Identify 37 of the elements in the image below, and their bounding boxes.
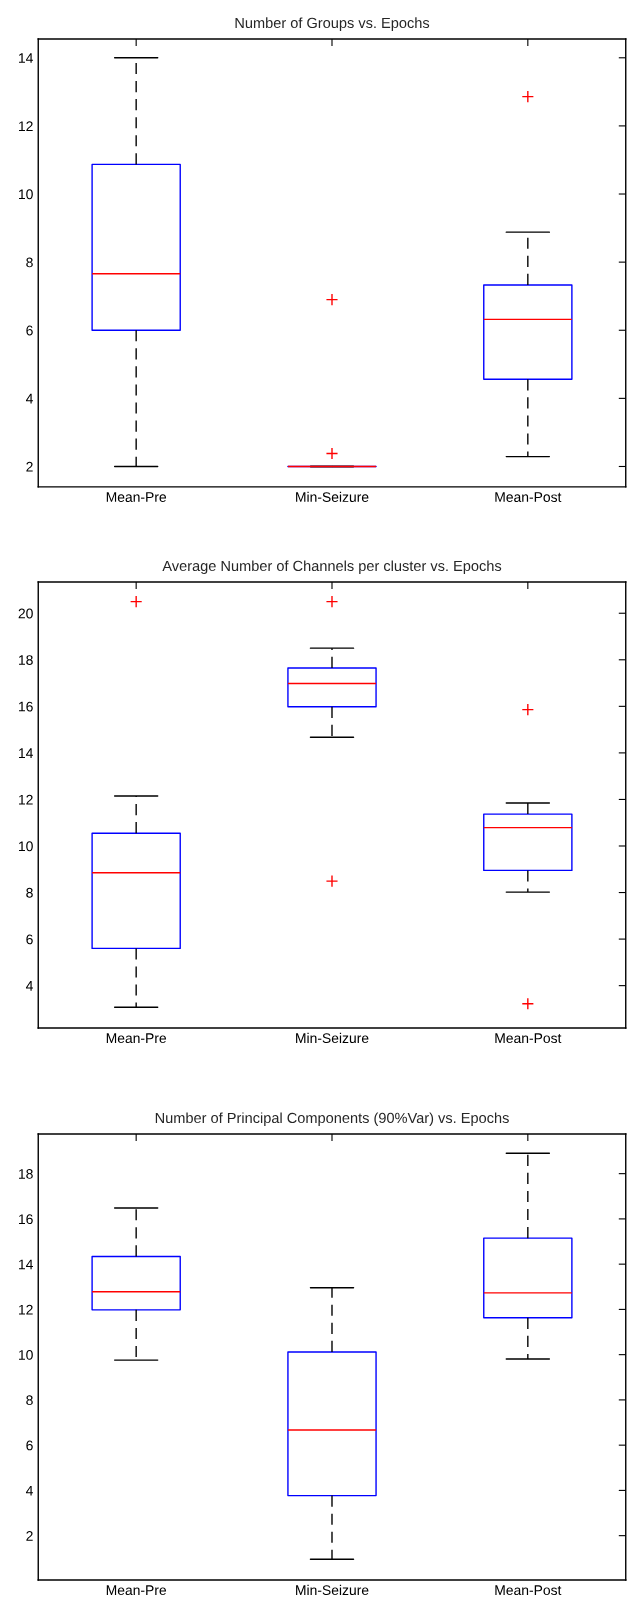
y-tick-label: 8 xyxy=(26,257,33,268)
x-tick-label: Min-Seizure xyxy=(296,491,369,502)
x-tick-label: Min-Seizure xyxy=(296,1584,369,1596)
x-tick-label: Min-Seizure xyxy=(296,1032,369,1044)
y-tick-label: 6 xyxy=(26,325,33,336)
x-tick-label: Mean-Pre xyxy=(106,1033,167,1044)
y-tick-label: 2 xyxy=(26,461,33,472)
y-tick-label: 10 xyxy=(19,1349,33,1360)
y-tick-label: 16 xyxy=(19,1214,33,1225)
y-tick-label: 6 xyxy=(26,934,33,945)
y-tick-label: 6 xyxy=(26,1440,33,1451)
y-tick-label: 4 xyxy=(25,981,33,991)
y-tick-label: 18 xyxy=(19,655,33,665)
y-tick-label: 20 xyxy=(18,608,33,619)
chart-title: Number of Principal Components (90%Var) vs. Epochs xyxy=(155,1112,509,1126)
y-tick-label: 12 xyxy=(19,1304,33,1315)
chart-title: Average Number of Channels per cluster vs. Epochs xyxy=(162,560,502,574)
x-tick-label: Mean-Pre xyxy=(106,492,167,502)
y-tick-label: 10 xyxy=(19,841,33,852)
chart-title: Number of Groups vs. Epochs xyxy=(235,17,430,31)
y-tick-label: 4 xyxy=(25,393,33,404)
y-tick-label: 14 xyxy=(19,748,33,758)
y-tick-label: 12 xyxy=(19,121,33,131)
x-tick-label: Mean-Post xyxy=(495,492,562,502)
y-tick-label: 8 xyxy=(26,887,33,898)
y-tick-label: 2 xyxy=(26,1530,33,1541)
x-tick-label: Mean-Post xyxy=(495,1033,562,1044)
y-tick-label: 16 xyxy=(19,701,33,712)
y-tick-label: 8 xyxy=(26,1395,33,1406)
y-tick-label: 18 xyxy=(19,1168,33,1179)
y-tick-label: 12 xyxy=(19,794,33,805)
y-tick-label: 4 xyxy=(25,1485,33,1496)
x-tick-label: Mean-Pre xyxy=(106,1585,167,1596)
y-tick-label: 10 xyxy=(19,189,33,200)
y-tick-label: 14 xyxy=(19,1259,33,1270)
y-tick-label: 14 xyxy=(19,53,33,63)
x-tick-label: Mean-Post xyxy=(495,1585,562,1596)
